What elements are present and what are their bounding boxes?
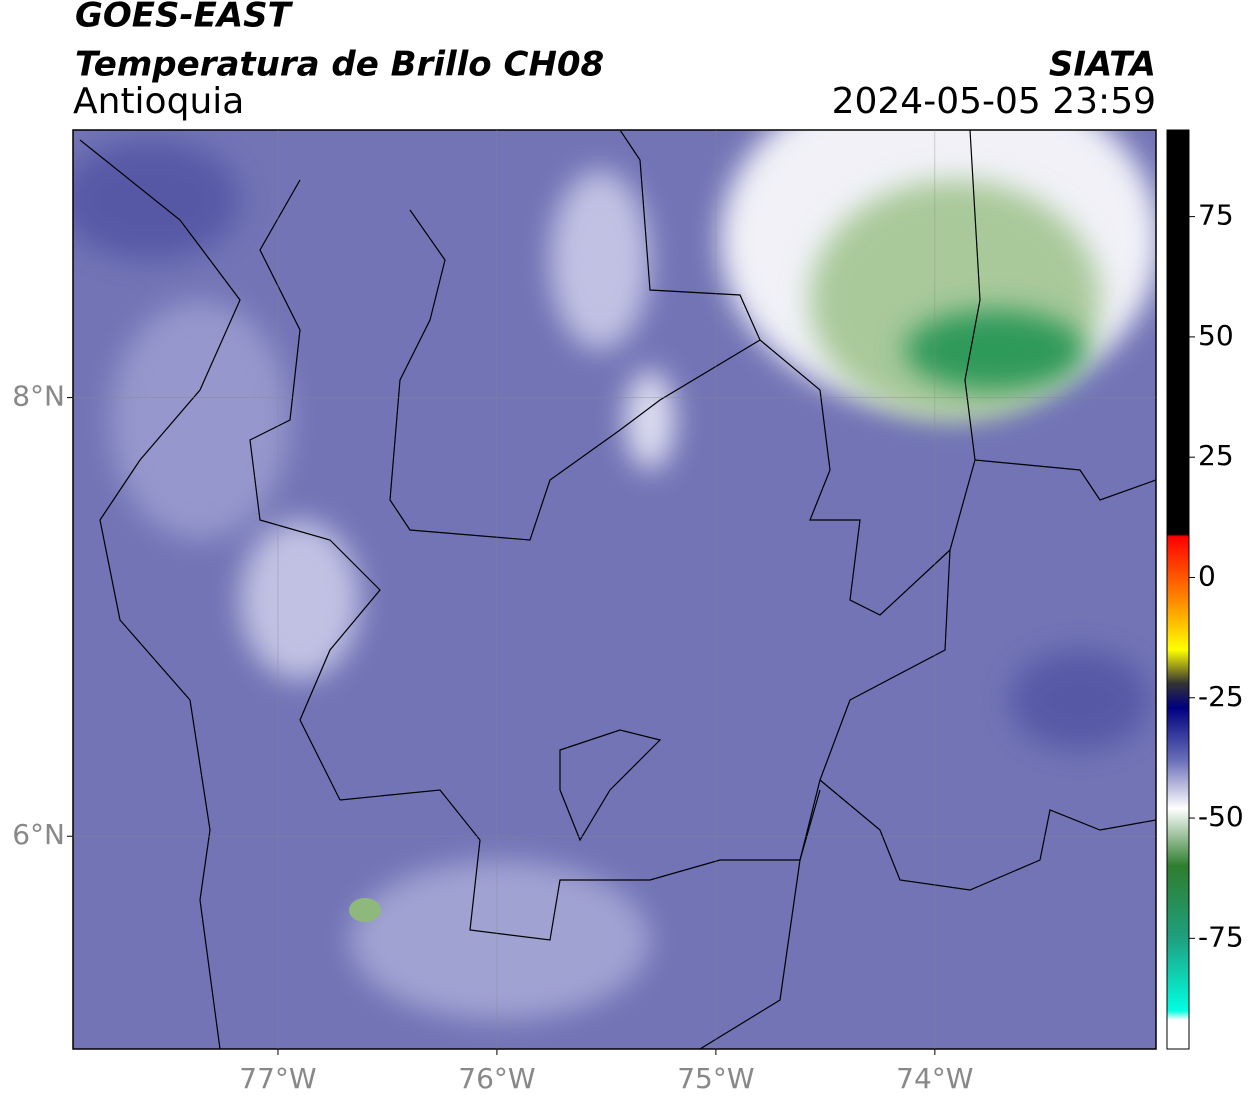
x-tick-label: 76°W [458,1062,535,1095]
y-tick-label: 8°N [12,380,65,413]
source-label: SIATA [1049,45,1156,85]
colorbar-tick-label: 50 [1198,319,1234,352]
region-label: Antioquia [73,81,244,122]
colorbar-tick-label: -25 [1198,680,1244,713]
colorbar-tick-label: 25 [1198,439,1234,472]
satellite-title: GOES-EAST [75,0,294,36]
colorbar-tick-label: -50 [1198,800,1244,833]
colorbar-tick-label: 75 [1198,199,1234,232]
x-tick-label: 74°W [896,1062,973,1095]
x-tick-label: 77°W [239,1062,316,1095]
datetime-label: 2024-05-05 23:59 [832,81,1156,122]
y-tick-label: 6°N [12,818,65,851]
map-frame [72,129,1157,1050]
colorbar-tick-label: 0 [1198,559,1216,592]
colorbar [1166,129,1190,1050]
satellite-image [73,130,1156,1049]
x-tick-label: 75°W [677,1062,754,1095]
product-title: Temperatura de Brillo CH08 [75,45,604,85]
colorbar-tick-label: -75 [1198,920,1244,953]
